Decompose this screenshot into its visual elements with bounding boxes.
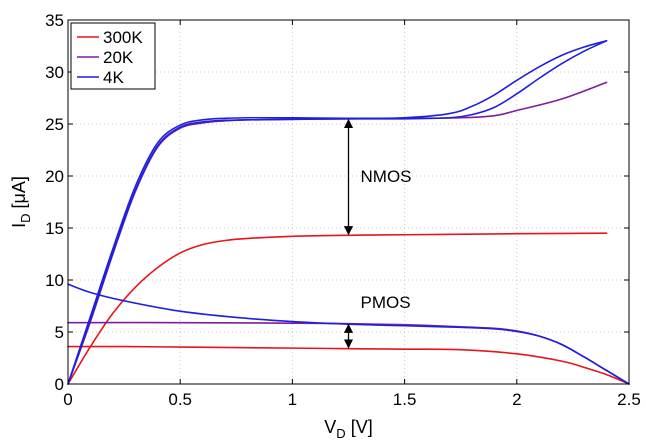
y-tick-label: 20 [45, 167, 64, 186]
x-axis-label-unit: [V] [346, 417, 373, 437]
y-tick-label: 5 [55, 323, 64, 342]
y-axis-label-unit: [μA] [9, 176, 29, 213]
x-tick-label: 1.5 [393, 390, 417, 409]
y-tick-label: 30 [45, 63, 64, 82]
series-group [67, 40, 630, 385]
ticks: 0 0.5 1 1.5 2 2.5 0 5 10 15 20 25 30 35 [45, 11, 641, 409]
x-tick-label: 2.5 [617, 390, 641, 409]
series-line-4k-4 [67, 40, 608, 385]
annotation-label-nmos: NMOS [361, 167, 412, 186]
x-axis-label: VD [V] [324, 417, 372, 441]
y-tick-label: 15 [45, 219, 64, 238]
series-line-300k-1 [67, 345, 630, 385]
annotation-label-pmos: PMOS [361, 293, 411, 312]
y-tick-label: 35 [45, 11, 64, 30]
x-tick-label: 1 [288, 390, 297, 409]
series-line-4k-6 [67, 283, 630, 385]
x-axis-label-main: V [324, 417, 336, 437]
x-tick-label: 0.5 [168, 390, 192, 409]
x-axis-label-sub: D [336, 426, 345, 441]
legend-label-4k: 4K [103, 68, 124, 87]
annotations: NMOS PMOS [343, 118, 412, 349]
legend-label-20k: 20K [103, 48, 134, 67]
y-tick-label: 25 [45, 115, 64, 134]
y-tick-label: 10 [45, 271, 64, 290]
x-tick-label: 2 [512, 390, 521, 409]
y-axis-label: ID [μA] [9, 176, 33, 228]
y-axis-label-sub: D [18, 213, 33, 222]
y-tick-label: 0 [55, 375, 64, 394]
legend-label-300k: 300K [103, 28, 143, 47]
x-tick-label: 0 [63, 390, 72, 409]
plot-frame [67, 19, 630, 385]
y-axis-label-main: I [9, 223, 29, 228]
legend-box [70, 22, 156, 90]
series-line-300k-0 [67, 232, 608, 385]
series-line-4k-5 [67, 40, 608, 385]
